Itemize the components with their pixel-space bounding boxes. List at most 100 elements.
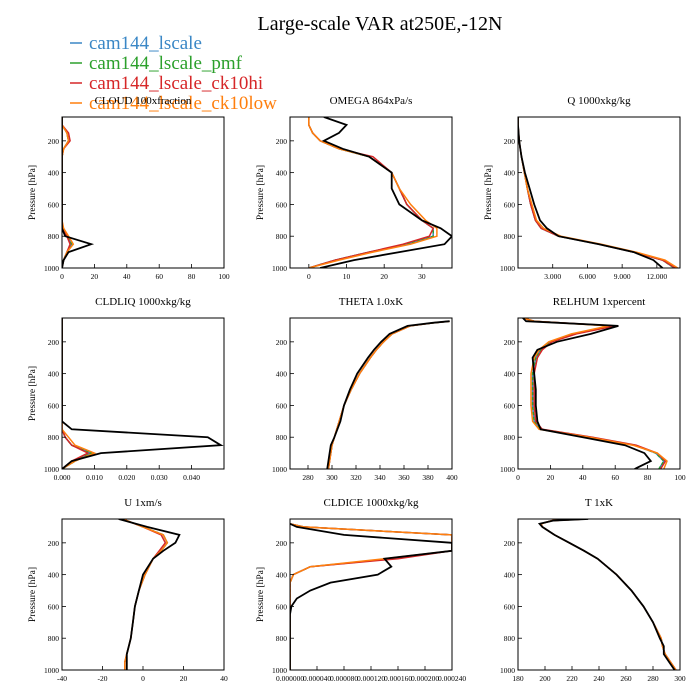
series-line-cam144-lscale-ck10low [539,519,677,670]
x-tick-label: 200 [539,674,551,683]
x-tick-label: 260 [620,674,632,683]
series-line-cam144-lscale-ck10low [122,519,169,670]
y-tick-label: 200 [504,539,516,548]
series-line-cam144-lscale-ck10low [522,318,668,469]
series-line-obs [62,318,224,469]
x-tick-label: 0 [307,272,311,281]
plot-frame [517,317,681,470]
x-tick-label: 240 [593,674,605,683]
legend-label: cam144_lscale_pmf [89,53,243,74]
plot-frame [61,317,225,470]
series-line-cam144-lscale-ck10hi [539,519,677,670]
y-tick-label: 800 [276,433,288,442]
y-tick-label: 1000 [272,465,287,474]
y-tick-label: 1000 [272,666,287,675]
plot-frame [289,317,453,470]
series-line-cam144-lscale-pmf [327,320,450,469]
x-tick-label: 6.000 [579,272,596,281]
legend: cam144_lscalecam144_lscale_pmfcam144_lsc… [70,33,277,114]
y-tick-label: 400 [504,370,516,379]
legend-label: cam144_lscale [89,33,202,54]
y-tick-label: 1000 [500,465,515,474]
chart-panel: THETA 1.0xK 200 400 600 800 1000 280 300 320 340 3… [272,296,458,482]
x-tick-label: 60 [155,272,163,281]
x-tick-label: 300 [326,473,338,482]
plot-frame [517,518,681,671]
panel-title: Q 1000xkg/kg [567,95,631,107]
series-line-obs [537,519,676,670]
y-tick-label: 600 [276,401,288,410]
panel-title: CLDLIQ 1000xkg/kg [95,296,191,308]
x-tick-label: 9.000 [614,272,631,281]
y-tick-label: 600 [48,401,60,410]
panel-title: RELHUM 1xpercent [553,296,646,308]
x-tick-label: 0.000240 [438,674,466,683]
x-tick-label: 280 [302,473,314,482]
series-line-cam144-lscale-ck10hi [522,318,667,469]
x-tick-label: 0.020 [118,473,135,482]
x-tick-label: 280 [647,674,659,683]
plot-frame [289,116,453,269]
y-axis-label: Pressure [hPa] [256,567,266,622]
series-line-cam144-lscale-pmf [290,523,452,670]
y-tick-label: 600 [48,602,60,611]
plot-frame [517,116,681,269]
y-tick-label: 400 [48,169,60,178]
series-line-cam144-lscale [522,318,665,469]
y-tick-label: 400 [48,370,60,379]
x-tick-label: 80 [644,473,652,482]
x-tick-label: 0.000120 [357,674,385,683]
x-tick-label: 20 [380,272,388,281]
y-tick-label: 800 [504,232,516,241]
series-line-cam144-lscale-ck10hi [290,523,452,670]
y-tick-label: 400 [48,571,60,580]
y-tick-label: 1000 [500,264,515,273]
x-tick-label: 0.000080 [330,674,358,683]
series-line-cam144-lscale [539,519,677,670]
y-tick-label: 600 [276,200,288,209]
series-line-cam144-lscale-ck10low [518,117,679,268]
chart-panel: Q 1000xkg/kg 200 400 600 800 1000 3.000 6.000 9.… [484,95,681,281]
x-tick-label: 0.000000 [276,674,304,683]
y-tick-label: 1000 [44,264,59,273]
y-axis-label: Pressure [hPa] [256,165,266,220]
x-tick-label: 220 [566,674,578,683]
y-tick-label: 800 [48,433,60,442]
x-tick-label: 40 [220,674,228,683]
x-tick-label: 3.000 [544,272,561,281]
series-line-cam144-lscale-ck10hi [62,117,71,268]
panel-title: THETA 1.0xK [339,296,404,308]
series-line-cam144-lscale-ck10low [327,320,450,469]
series-line-obs [118,519,181,670]
x-tick-label: 340 [374,473,386,482]
y-tick-label: 800 [504,634,516,643]
x-tick-label: 40 [123,272,131,281]
series-line-obs [522,318,653,469]
y-tick-label: 1000 [500,666,515,675]
y-tick-label: 200 [48,137,60,146]
series-line-cam144-lscale-ck10hi [518,117,676,268]
series-line-cam144-lscale-ck10low [308,117,438,268]
x-tick-label: 0.010 [86,473,103,482]
x-tick-label: 80 [188,272,196,281]
x-tick-label: 60 [611,473,619,482]
y-tick-label: 800 [276,634,288,643]
x-tick-label: 0.000160 [384,674,412,683]
y-tick-label: 200 [276,338,288,347]
x-tick-label: 0.040 [183,473,200,482]
y-tick-label: 800 [48,232,60,241]
x-tick-label: -40 [57,674,67,683]
y-tick-label: 600 [504,401,516,410]
y-tick-label: 800 [504,433,516,442]
y-axis-label: Pressure [hPa] [28,165,38,220]
y-tick-label: 400 [504,571,516,580]
x-tick-label: 0 [60,272,64,281]
x-tick-label: 0.000 [54,473,71,482]
x-tick-label: 100 [218,272,230,281]
y-axis-label: Pressure [hPa] [484,165,494,220]
x-tick-label: 360 [398,473,410,482]
